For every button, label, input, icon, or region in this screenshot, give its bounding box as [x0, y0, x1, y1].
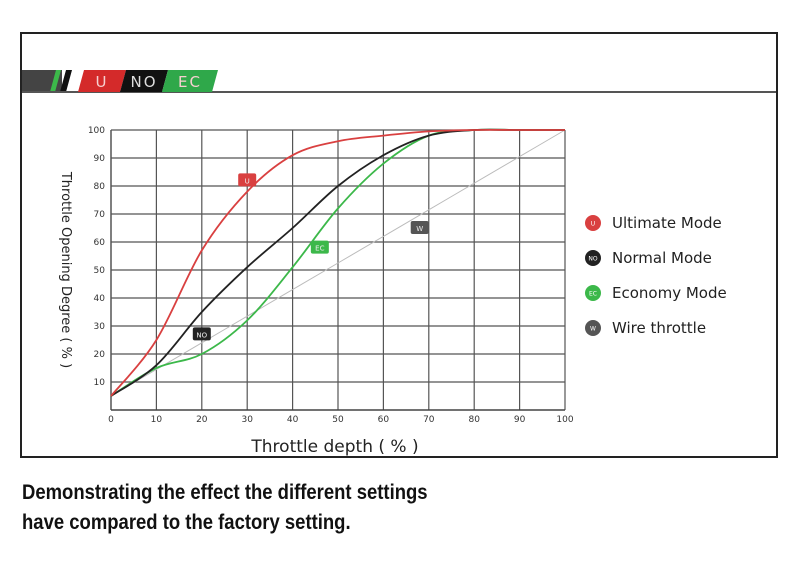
x-tick-label: 40 [287, 415, 299, 425]
y-tick-label: 20 [94, 350, 106, 360]
legend-label-normal-mode: Normal Mode [612, 249, 712, 267]
legend-marker-label: W [590, 326, 596, 333]
legend-marker-label: U [591, 221, 595, 228]
tag-wire-throttle [410, 221, 429, 234]
grid [110, 129, 566, 411]
x-axis-label: Throttle depth ( % ) [250, 437, 418, 457]
legend: U Ultimate Mode NO Normal Mode EC Economy Mod… [585, 214, 727, 337]
x-tick-label: 10 [151, 415, 163, 425]
tag-label-ultimate-mode: U [245, 177, 250, 185]
x-tick-label: 70 [423, 415, 435, 425]
series-tags: U NO EC W [192, 173, 429, 341]
legend-marker-label: EC [589, 291, 597, 298]
legend-marker-label: NO [588, 256, 597, 263]
mode-banner: U NO EC [22, 70, 776, 93]
tag-label-normal-mode: NO [196, 331, 207, 339]
y-tick-label: 100 [88, 126, 105, 136]
banner-segment-u [78, 70, 126, 92]
y-tick-label: 30 [94, 322, 106, 332]
chart-frame [20, 32, 778, 458]
legend-label-economy-mode: Economy Mode [612, 284, 727, 302]
y-tick-label: 60 [94, 238, 106, 248]
x-tick-label: 30 [241, 415, 253, 425]
y-tick-label: 50 [94, 266, 106, 276]
legend-label-wire-throttle: Wire throttle [612, 319, 706, 337]
line-ultimate-mode [110, 128, 565, 397]
x-tick-label: 80 [468, 415, 480, 425]
banner-segment-no [120, 70, 168, 92]
x-tick-label: 50 [332, 415, 344, 425]
banner-label: U [96, 73, 109, 91]
banner-segment-ec [162, 70, 218, 92]
y-tick-label: 70 [94, 210, 106, 220]
y-axis-label: Throttle Opening Degree ( % ) [58, 171, 73, 368]
x-tick-label: 0 [108, 415, 114, 425]
throttle-chart: U NO EC 0 10 20 30 40 50 60 70 80 90 100 10 20 30 40 50 60… [22, 70, 776, 457]
legend-marker-wire-throttle [585, 320, 601, 336]
tag-economy-mode [310, 240, 329, 254]
x-tick-label: 100 [556, 415, 573, 425]
y-tick-label: 90 [94, 154, 106, 164]
banner-stripe [50, 70, 61, 92]
banner-label: NO [130, 73, 157, 91]
y-tick-label: 10 [94, 378, 106, 388]
y-tick-label: 80 [94, 182, 106, 192]
series-lines [110, 128, 566, 397]
x-tick-label: 90 [514, 415, 526, 425]
x-tick-label: 60 [378, 415, 390, 425]
banner-stripe [60, 70, 72, 92]
tag-ultimate-mode [238, 173, 257, 187]
legend-marker-economy-mode [585, 285, 601, 301]
legend-marker-ultimate-mode [585, 215, 601, 231]
line-wire-throttle [110, 129, 566, 397]
caption: Demonstrating the effect the different s… [22, 478, 585, 538]
tag-label-economy-mode: EC [315, 245, 324, 253]
banner-label: EC [178, 73, 202, 91]
x-tick-label: 20 [196, 415, 208, 425]
caption-line-1: Demonstrating the effect the different s… [22, 481, 428, 504]
y-tick-label: 40 [94, 294, 106, 304]
tag-label-wire-throttle: W [416, 225, 423, 233]
legend-marker-normal-mode [585, 250, 601, 266]
tag-normal-mode [192, 327, 211, 341]
legend-label-ultimate-mode: Ultimate Mode [612, 214, 722, 232]
caption-line-2: have compared to the factory setting. [22, 511, 351, 534]
ticks: 0 10 20 30 40 50 60 70 80 90 100 10 20 30 40 50 60 70 80 90… [88, 126, 574, 425]
